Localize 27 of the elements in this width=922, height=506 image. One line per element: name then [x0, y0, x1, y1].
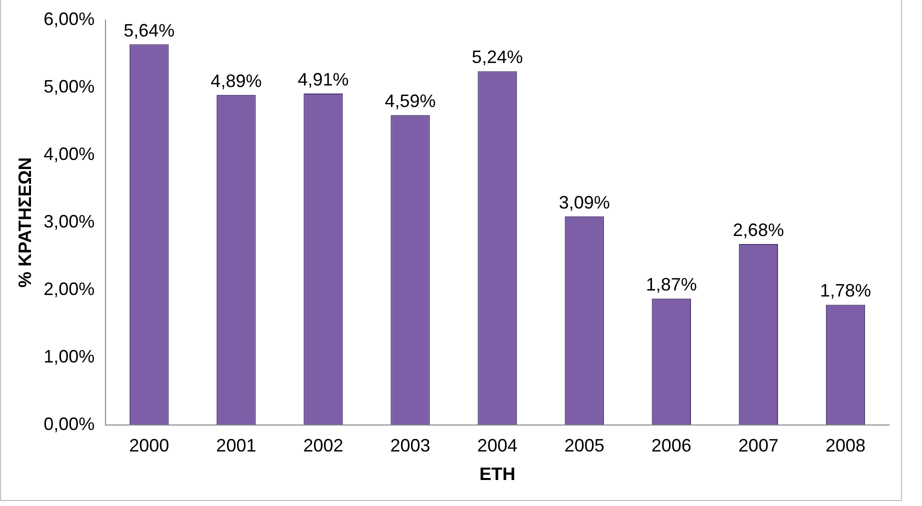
x-tick-label: 2001	[216, 436, 256, 456]
x-tick-label: 2003	[390, 436, 430, 456]
x-tick-label: 2002	[303, 436, 344, 456]
x-axis-title: ΕΤΗ	[479, 464, 516, 484]
x-tick-label: 2007	[738, 436, 778, 456]
y-tick-label: 2,00%	[44, 278, 95, 299]
y-tick-label: 5,00%	[44, 76, 95, 96]
data-label: 4,59%	[384, 91, 436, 112]
x-tick-label: 2000	[129, 436, 170, 456]
data-label: 4,89%	[210, 70, 262, 91]
y-tick-label: 6,00%	[44, 8, 95, 29]
y-tick-label: 0,00%	[44, 414, 95, 434]
data-label: 2,68%	[732, 220, 784, 240]
x-tick-label: 2005	[564, 436, 604, 456]
x-tick-label: 2008	[825, 436, 866, 456]
data-label: 3,09%	[558, 192, 610, 212]
y-tick-label: 1,00%	[44, 346, 95, 366]
data-label: 1,78%	[820, 280, 872, 301]
y-tick-label: 4,00%	[44, 144, 95, 164]
x-tick-label: 2004	[477, 436, 518, 456]
y-tick-label: 3,00%	[44, 211, 95, 232]
y-axis-title: % ΚΡΑΤΗΣΕΩΝ	[14, 157, 35, 288]
data-label: 5,64%	[124, 20, 175, 40]
data-label: 5,24%	[472, 47, 523, 68]
x-tick-label: 2006	[651, 436, 692, 456]
data-label: 4,91%	[298, 70, 349, 90]
data-label: 1,87%	[646, 274, 697, 295]
